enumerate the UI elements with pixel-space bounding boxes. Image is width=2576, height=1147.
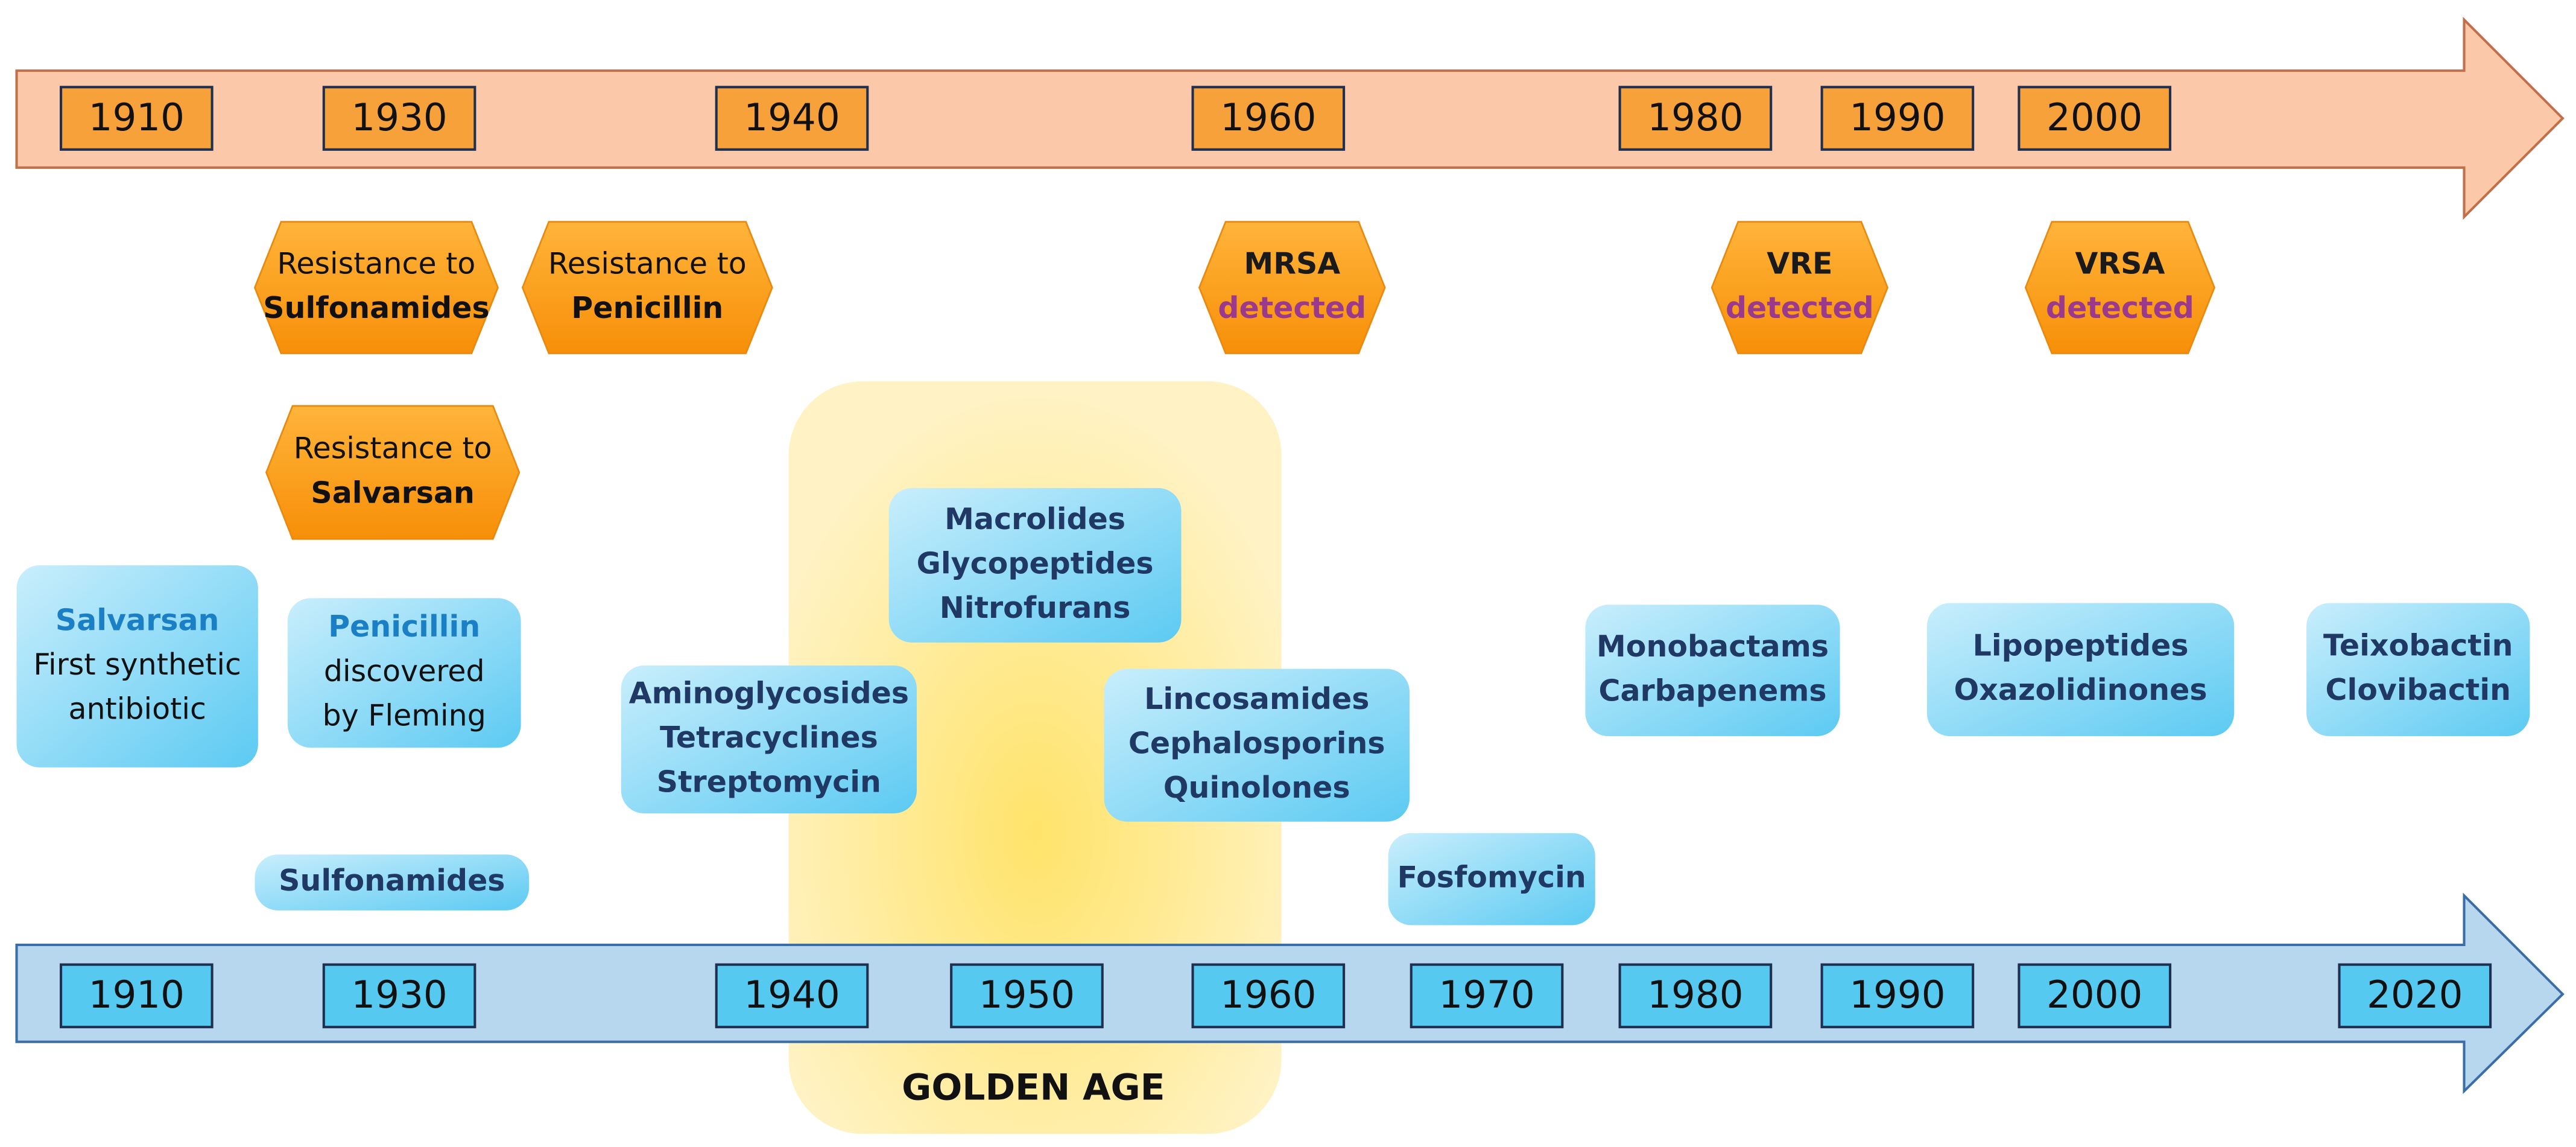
- year-label: 1970: [1438, 973, 1534, 1017]
- discovery-text: Salvarsan: [55, 602, 220, 637]
- discovery-box: [621, 666, 917, 814]
- resistance-text: MRSA: [1244, 246, 1340, 281]
- year-box: [2017, 86, 2172, 151]
- resistance-text: Resistance to: [277, 246, 475, 281]
- resistance-text: detected: [1726, 290, 1874, 325]
- resistance-text: detected: [1218, 290, 1366, 325]
- resistance-text: Salvarsan: [311, 475, 475, 510]
- discovery-text: Aminoglycosides: [629, 676, 909, 711]
- year-label: 1960: [1220, 973, 1316, 1017]
- year-label: 1910: [89, 95, 185, 139]
- year-box: [715, 963, 869, 1029]
- year-box: [322, 86, 476, 151]
- year-box: [2338, 963, 2492, 1029]
- year-box: [1410, 963, 1564, 1029]
- discovery-text: Monobactams: [1597, 629, 1829, 664]
- year-label: 2020: [2367, 973, 2463, 1017]
- discovery-text: Quinolones: [1163, 770, 1350, 805]
- resistance-hexagon: [1710, 221, 1889, 354]
- year-label: 1990: [1849, 973, 1945, 1017]
- discovery-text: Streptomycin: [657, 764, 881, 799]
- discovery-box: [1388, 833, 1595, 926]
- year-label: 1980: [1647, 95, 1743, 139]
- discovery-box: [287, 598, 521, 748]
- discovery-text: Penicillin: [328, 609, 480, 644]
- year-label: 1990: [1849, 95, 1945, 139]
- resistance-text: Resistance to: [294, 431, 492, 466]
- resistance-text: Sulfonamides: [263, 290, 489, 325]
- year-box: [950, 963, 1104, 1029]
- year-box: [1820, 963, 1975, 1029]
- discovery-text: Lincosamides: [1144, 681, 1369, 716]
- discovery-text: Teixobactin: [2323, 628, 2513, 663]
- discovery-text: Macrolides: [945, 501, 1125, 536]
- resistance-hexagon: [521, 221, 773, 354]
- year-label: 1950: [979, 973, 1075, 1017]
- year-label: 1960: [1220, 95, 1316, 139]
- discovery-text: antibiotic: [68, 691, 206, 726]
- year-label: 1980: [1647, 973, 1743, 1017]
- year-label: 1930: [351, 95, 447, 139]
- year-box: [60, 963, 214, 1029]
- discovery-box: [888, 488, 1182, 643]
- year-label: 1940: [744, 95, 840, 139]
- year-box: [1191, 86, 1346, 151]
- resistance-text: VRE: [1767, 246, 1832, 281]
- discovery-text: Carbapenems: [1598, 673, 1826, 708]
- discovery-box: [1104, 669, 1410, 822]
- discovery-text: Sulfonamides: [279, 863, 505, 898]
- discovery-box: [1926, 603, 2235, 737]
- discovery-box: [16, 565, 258, 767]
- year-label: 2000: [2046, 95, 2142, 139]
- discovery-box: [1585, 605, 1840, 737]
- discovery-text: Clovibactin: [2325, 672, 2511, 707]
- year-box: [60, 86, 214, 151]
- resistance-hexagon: [253, 221, 499, 354]
- discovery-text: Cephalosporins: [1128, 726, 1385, 761]
- year-label: 1910: [89, 973, 185, 1017]
- year-box: [2017, 963, 2172, 1029]
- discovery-box: [2306, 603, 2530, 737]
- discovery-text: Fosfomycin: [1397, 860, 1586, 895]
- discovery-text: discovered: [324, 653, 485, 688]
- year-box: [322, 963, 476, 1029]
- year-box: [1618, 963, 1773, 1029]
- resistance-hexagon: [265, 405, 521, 540]
- year-box: [1191, 963, 1346, 1029]
- resistance-hexagon: [1198, 221, 1386, 354]
- discovery-text: Lipopeptides: [1973, 628, 2189, 663]
- year-label: 2000: [2046, 973, 2142, 1017]
- resistance-text: Resistance to: [548, 246, 747, 281]
- discovery-text: First synthetic: [33, 647, 241, 682]
- discovery-text: by Fleming: [323, 697, 486, 732]
- resistance-text: VRSA: [2075, 246, 2165, 281]
- discovery-text: Nitrofurans: [940, 590, 1131, 625]
- year-label: 1930: [351, 973, 447, 1017]
- resistance-text: Penicillin: [571, 290, 723, 325]
- resistance-hexagon: [2024, 221, 2216, 354]
- resistance-text: detected: [2046, 290, 2194, 325]
- year-box: [1618, 86, 1773, 151]
- discovery-box: [255, 854, 530, 910]
- discovery-text: Glycopeptides: [917, 545, 1154, 580]
- discovery-text: Oxazolidinones: [1954, 672, 2207, 707]
- year-label: 1940: [744, 973, 840, 1017]
- golden-age-label: GOLDEN AGE: [902, 1066, 1165, 1108]
- discovery-text: Tetracyclines: [660, 720, 878, 755]
- year-box: [715, 86, 869, 151]
- year-box: [1820, 86, 1975, 151]
